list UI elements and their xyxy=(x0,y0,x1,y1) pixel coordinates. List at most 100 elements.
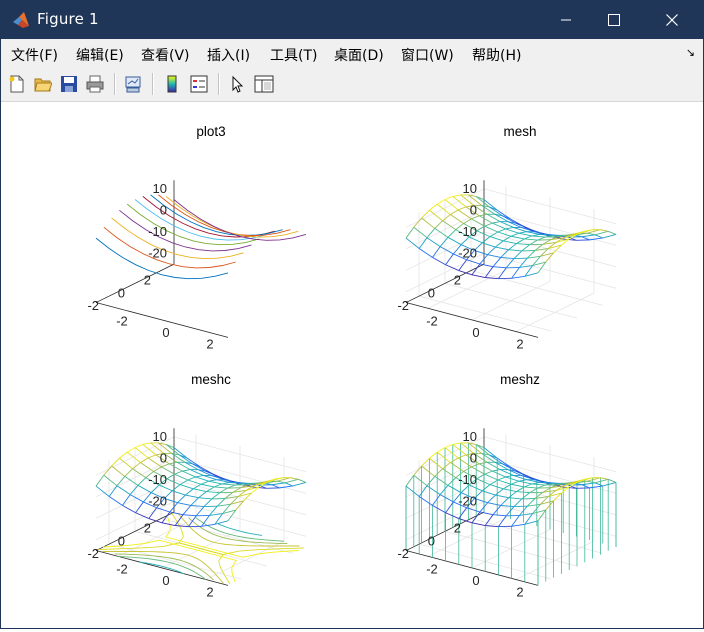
mesh-segment xyxy=(422,458,430,466)
x-tick-label: 0 xyxy=(162,325,169,340)
mesh-segment xyxy=(175,474,188,480)
mesh-segment xyxy=(419,238,427,249)
mesh-segment xyxy=(130,485,138,494)
mesh-segment xyxy=(437,452,450,462)
mesh-segment xyxy=(485,471,493,474)
mesh-segment xyxy=(109,496,122,505)
mesh-segment xyxy=(148,455,156,458)
mesh-segment xyxy=(448,230,456,238)
mesh-segment xyxy=(182,470,190,472)
mesh-segment xyxy=(222,484,235,485)
mesh-segment xyxy=(490,485,503,489)
z-tick-label: 0 xyxy=(160,202,167,217)
mesh-segment xyxy=(140,458,148,463)
mesh-segment xyxy=(440,237,448,246)
mesh-segment xyxy=(488,247,496,255)
property-inspector-icon[interactable] xyxy=(253,73,275,95)
x-tick-label: 2 xyxy=(206,337,213,352)
maximize-button[interactable] xyxy=(587,1,641,39)
mesh-segment xyxy=(490,480,498,485)
z-tick-label: -10 xyxy=(458,472,477,487)
menu-insert[interactable]: 插入(I) xyxy=(207,45,250,65)
dock-arrow-icon[interactable]: ↘ xyxy=(686,46,695,59)
grid-line xyxy=(472,282,550,320)
link-plot-icon[interactable] xyxy=(122,73,144,95)
mesh-segment xyxy=(201,484,214,487)
mesh-segment xyxy=(175,526,188,527)
mesh-segment xyxy=(162,523,175,526)
minimize-button[interactable] xyxy=(539,1,593,39)
mesh-segment xyxy=(133,463,141,469)
y-tick-label: -2 xyxy=(87,546,99,561)
mesh-segment xyxy=(136,513,149,519)
colorbar-icon[interactable] xyxy=(161,73,183,95)
mesh-segment xyxy=(519,266,532,268)
menu-file[interactable]: 文件(F) xyxy=(11,45,58,65)
open-file-icon[interactable] xyxy=(32,73,54,95)
edit-plot-arrow-icon[interactable] xyxy=(226,73,248,95)
mesh-segment xyxy=(524,484,532,487)
z-tick-label: -20 xyxy=(148,493,167,508)
mesh-segment xyxy=(509,250,522,251)
mesh-segment xyxy=(429,210,442,220)
menu-help[interactable]: 帮助(H) xyxy=(472,45,521,65)
mesh-segment xyxy=(516,487,524,492)
mesh-segment xyxy=(512,276,525,278)
mesh-segment xyxy=(532,484,545,485)
mesh-segment xyxy=(214,484,222,487)
print-icon[interactable] xyxy=(84,73,106,95)
mesh-segment xyxy=(472,523,485,526)
mesh-segment xyxy=(512,515,520,526)
menu-window[interactable]: 窗口(W) xyxy=(401,45,454,65)
mesh-segment xyxy=(608,231,616,234)
close-button[interactable] xyxy=(645,1,699,39)
legend-icon[interactable] xyxy=(188,73,210,95)
mesh-segment xyxy=(193,489,206,492)
mesh-segment xyxy=(503,489,516,492)
z-tick-label: -10 xyxy=(148,472,167,487)
menu-tools[interactable]: 工具(T) xyxy=(270,45,317,65)
menu-edit[interactable]: 编辑(E) xyxy=(76,45,124,65)
mesh-segment xyxy=(437,204,450,214)
new-figure-icon[interactable] xyxy=(6,73,28,95)
y-tick-label: -2 xyxy=(87,298,99,313)
mesh-segment xyxy=(506,477,519,481)
mesh-segment xyxy=(435,476,448,485)
mesh-segment xyxy=(582,235,595,237)
mesh-segment xyxy=(169,462,177,464)
mesh-segment xyxy=(188,477,196,480)
mesh-segment xyxy=(204,499,212,507)
mesh-segment xyxy=(422,218,435,228)
menu-view[interactable]: 查看(V) xyxy=(141,45,190,65)
mesh-segment xyxy=(603,482,616,485)
mesh-segment xyxy=(495,247,508,250)
mesh-segment xyxy=(435,469,443,477)
z-tick-label: 10 xyxy=(153,181,167,196)
mesh-segment xyxy=(196,477,209,481)
mesh-segment xyxy=(427,238,440,247)
mesh-segment xyxy=(477,479,490,485)
mesh-segment xyxy=(493,515,506,516)
mesh-segment xyxy=(437,448,445,453)
title-bar[interactable]: Figure 1 xyxy=(1,1,703,39)
menu-desktop[interactable]: 桌面(D) xyxy=(334,45,384,65)
mesh-segment xyxy=(477,231,490,237)
save-icon[interactable] xyxy=(58,73,80,95)
mesh-segment xyxy=(492,223,505,229)
mesh-segment xyxy=(506,475,514,477)
mesh-segment xyxy=(178,495,186,503)
y-tick-label: -2 xyxy=(397,546,409,561)
x-tick-label: 2 xyxy=(516,585,523,600)
mesh-segment xyxy=(511,481,519,484)
y-tick-label: 2 xyxy=(144,273,151,288)
mesh-segment xyxy=(511,484,524,487)
mesh-segment xyxy=(482,237,490,243)
mesh-segment xyxy=(209,481,222,484)
mesh-segment xyxy=(516,239,524,244)
mesh-segment xyxy=(220,488,228,493)
mesh-segment xyxy=(490,232,498,237)
mesh-segment xyxy=(443,215,451,221)
mesh-segment xyxy=(127,452,140,462)
mesh-segment xyxy=(450,210,458,215)
